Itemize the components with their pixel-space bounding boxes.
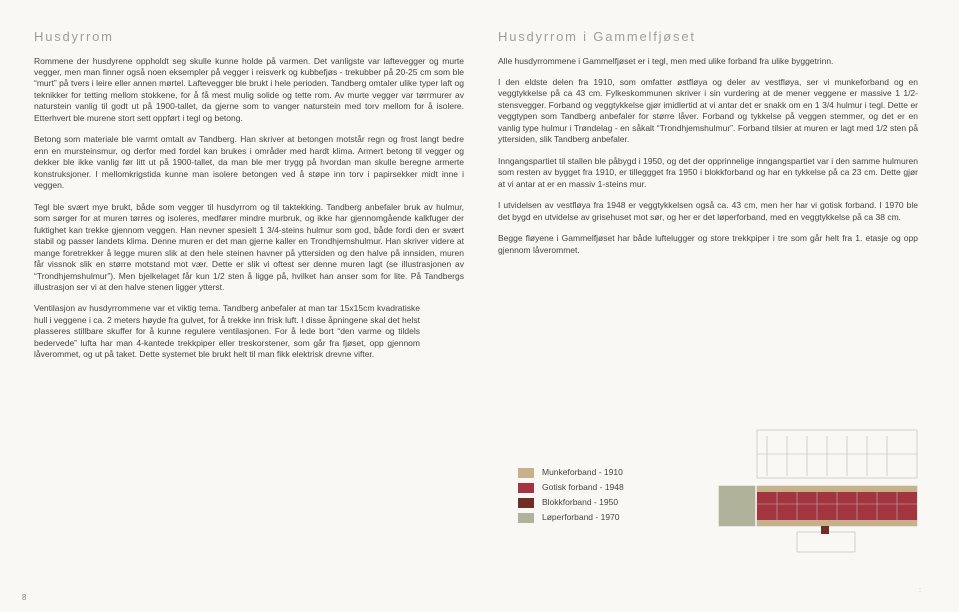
svg-text::: : bbox=[919, 587, 921, 594]
left-title: Husdyrrom bbox=[34, 28, 464, 46]
swatch bbox=[518, 468, 534, 478]
legend-row: Blokkforband - 1950 bbox=[518, 496, 624, 510]
left-p3: Tegl ble svært mye brukt, både som vegge… bbox=[34, 202, 464, 294]
legend-label: Løperforband - 1970 bbox=[542, 512, 620, 523]
left-column: Husdyrrom Rommene der husdyrene oppholdt… bbox=[34, 28, 464, 371]
legend-label: Munkeforband - 1910 bbox=[542, 467, 623, 478]
right-p5: Begge fløyene i Gammelfjøset har både lu… bbox=[498, 233, 918, 256]
floorplan: : bbox=[717, 424, 927, 594]
left-p2: Betong som materiale ble varmt omtalt av… bbox=[34, 134, 464, 191]
legend: Munkeforband - 1910 Gotisk forband - 194… bbox=[518, 466, 624, 526]
right-column: Husdyrrom i Gammelfjøset Alle husdyrromm… bbox=[498, 28, 918, 371]
right-p4: I utvidelsen av vestfløya fra 1948 er ve… bbox=[498, 200, 918, 223]
right-title: Husdyrrom i Gammelfjøset bbox=[498, 28, 918, 46]
right-p2: I den eldste delen fra 1910, som omfatte… bbox=[498, 77, 918, 146]
swatch bbox=[518, 483, 534, 493]
legend-row: Løperforband - 1970 bbox=[518, 511, 624, 525]
legend-row: Munkeforband - 1910 bbox=[518, 466, 624, 480]
legend-label: Gotisk forband - 1948 bbox=[542, 482, 624, 493]
page-number: 8 bbox=[22, 593, 26, 604]
swatch bbox=[518, 498, 534, 508]
legend-label: Blokkforband - 1950 bbox=[542, 497, 618, 508]
right-p1: Alle husdyrrommene i Gammelfjøset er i t… bbox=[498, 56, 918, 67]
left-p4: Ventilasjon av husdyrrommene var et vikt… bbox=[34, 303, 420, 360]
legend-row: Gotisk forband - 1948 bbox=[518, 481, 624, 495]
right-p3: Inngangspartiet til stallen ble påbygd i… bbox=[498, 156, 918, 190]
left-p1: Rommene der husdyrene oppholdt seg skull… bbox=[34, 56, 464, 125]
swatch bbox=[518, 513, 534, 523]
